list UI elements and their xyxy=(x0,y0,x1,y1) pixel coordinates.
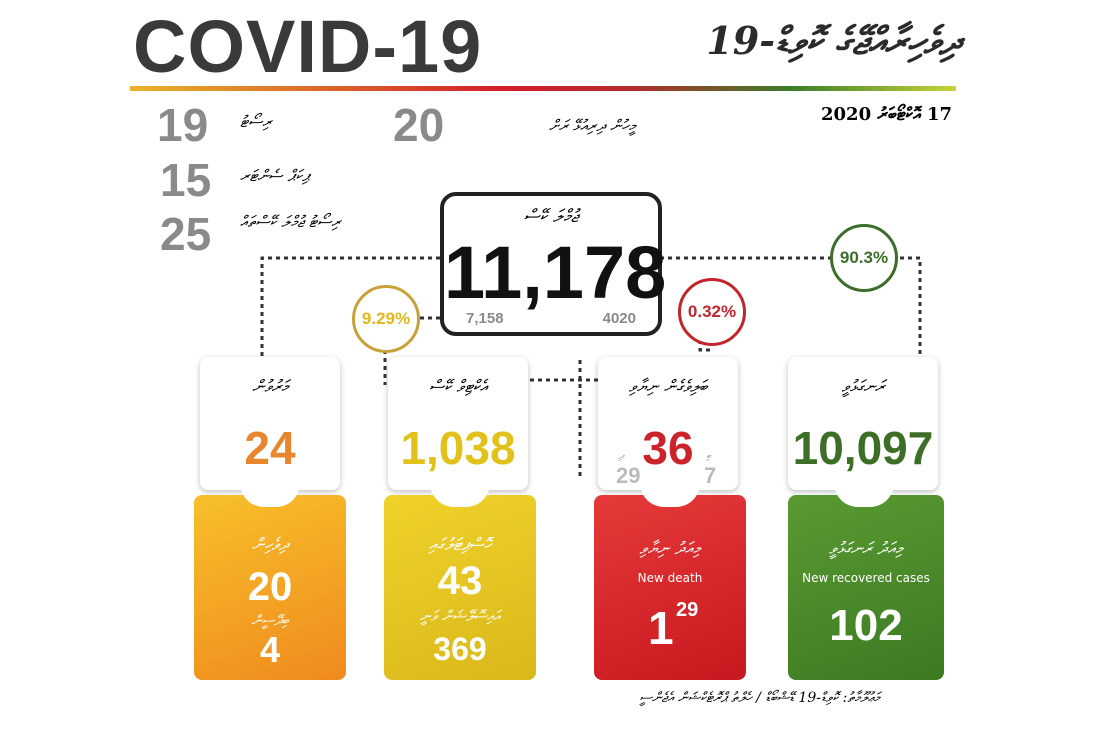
sub-card: މިއަދު ނިޔާވި New death 1 29 xyxy=(594,483,746,680)
date: 17 އޮކްޓޯބަރު 2020 xyxy=(821,104,952,125)
card-value: 36 xyxy=(642,422,694,474)
card: މަރުވުން 24 xyxy=(200,357,340,490)
sub-value: 4 xyxy=(259,629,281,670)
total-right: 4020 xyxy=(602,310,636,327)
card-value: 10,097 xyxy=(792,422,934,474)
divider xyxy=(130,86,956,91)
card: ބަލިވެގެން ނިޔާވި 36 ދި 29 ބި 7 xyxy=(598,357,738,490)
footer: މަޢުލޫމާތު: ކޮވިޑް-19 ޑޭޝްބޯޑް / ހެލްތު … xyxy=(639,690,880,706)
card-value: 1,038 xyxy=(400,422,516,474)
card-label: މަރުވުން xyxy=(252,377,288,397)
split-label: ދި xyxy=(618,451,625,462)
sub-value: 20 xyxy=(247,565,293,609)
total-value: 11,178 xyxy=(444,231,667,314)
sub-value: 102 xyxy=(829,601,903,650)
sub-label-en: New death xyxy=(637,571,703,585)
split-value: 29 xyxy=(616,463,641,488)
sub-value: 369 xyxy=(433,631,487,667)
card-value: 24 xyxy=(244,422,296,474)
sub-label-en: New recovered cases xyxy=(802,571,930,585)
sub-card: މިއަދު ރަނގަޅުވީ New recovered cases 102 xyxy=(788,483,944,680)
title: COVID-19 xyxy=(133,5,483,88)
split-value: 7 xyxy=(704,463,717,488)
stat-label: ރިސޯޓު xyxy=(240,112,272,131)
percent-recovered: 90.3% xyxy=(830,224,898,292)
card-label: ބަލިވެގެން ނިޔާވި xyxy=(628,377,708,397)
card-label: އެކްޓިވް ކޭސް xyxy=(429,377,487,397)
sub-label: އައިސޮލޭޝަން ވަނީ xyxy=(419,607,501,625)
stat-value: 25 xyxy=(160,208,212,260)
stat-value: 20 xyxy=(393,99,445,151)
sub-label: ދިވެހިން xyxy=(251,535,289,555)
total-box: ޖުމްލަ ކޭސް 11,178 7,158 4020 xyxy=(440,192,667,336)
card: އެކްޓިވް ކޭސް 1,038 xyxy=(388,357,528,490)
card: ރަނގަޅުވީ 10,097 xyxy=(788,357,938,490)
sub-label: މިއަދު ނިޔާވި xyxy=(639,539,701,559)
stat-label: ޕިކަޕް ސެންޓަރ xyxy=(240,166,309,185)
sub-label: ބިދޭސީން xyxy=(251,613,289,629)
sub-card: ހޮސްޕިޓަލުގައި 43 އައިސޮލޭޝަން ވަނީ 369 xyxy=(384,483,536,680)
split-label: ބި xyxy=(706,451,711,462)
sub-label: މިއަދު ރަނގަޅުވީ xyxy=(829,539,903,559)
total-label: ޖުމްލަ ކޭސް xyxy=(523,206,579,227)
stat-value: 15 xyxy=(160,154,212,206)
card-label: ރަނގަޅުވީ xyxy=(841,377,885,397)
sub-value: 43 xyxy=(437,559,483,603)
percent-deaths: 0.32% xyxy=(678,278,746,346)
sub-value: 1 xyxy=(648,602,674,654)
stat-label: މީހުން ދިރިއުޅޭ ރަށް xyxy=(548,116,635,135)
sub-label: ހޮސްޕިޓަލުގައި xyxy=(428,535,492,555)
stat-value: 19 xyxy=(157,99,209,151)
total-left: 7,158 xyxy=(466,310,504,327)
sub-card: ދިވެހިން 20 ބިދޭސީން 4 xyxy=(194,483,346,680)
percent-active: 9.29% xyxy=(352,285,420,353)
stat-label: ރިސޯޓު ޖުމްލަ ކޭސްތައް xyxy=(240,212,341,231)
title-dv: ދިވެހިރާއްޖޭގެ ކޮވިޑް-19 xyxy=(706,18,960,63)
sub-sup: 29 xyxy=(676,599,699,621)
